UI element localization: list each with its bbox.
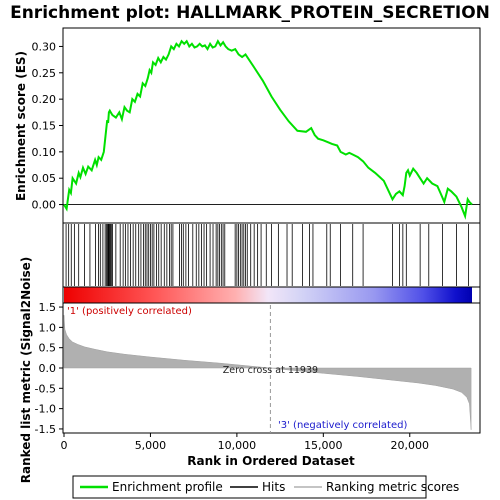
legend: Enrichment profile Hits Ranking metric s… xyxy=(72,475,459,499)
metric-ytick-label: -1.0 xyxy=(35,403,56,416)
metric-ytick-label: 0.0 xyxy=(39,362,57,375)
metric-ytick-label: 1.0 xyxy=(39,321,57,334)
zero-cross-label: Zero cross at 11939 xyxy=(223,365,318,376)
metric-panel: Zero cross at 11939 '1' (positively corr… xyxy=(19,257,481,484)
legend-label-hits: Hits xyxy=(262,480,285,494)
metric-xtick-label: 10,000 xyxy=(218,439,257,452)
es-ytick-label: 0.15 xyxy=(32,120,57,133)
positive-label: '1' (positively correlated) xyxy=(67,306,192,317)
metric-xtick-label: 5,000 xyxy=(135,439,167,452)
hits-panel xyxy=(62,222,481,288)
es-panel: 0.00 0.05 0.10 0.15 0.20 0.25 0.30 Enrichment … xyxy=(14,27,481,224)
es-ylabel: Enrichment score (ES) xyxy=(14,51,28,201)
es-ytick-label: 0.25 xyxy=(32,67,57,80)
metric-ylabel: Ranked list metric (Signal2Noise) xyxy=(19,257,33,484)
metric-ytick-label: -0.5 xyxy=(35,382,56,395)
legend-label-es: Enrichment profile xyxy=(112,480,223,494)
negative-label: '3' (negatively correlated) xyxy=(278,420,407,431)
es-panel-frame xyxy=(62,27,481,224)
es-ytick-label: 0.10 xyxy=(32,146,57,159)
metric-ytick-label: -1.5 xyxy=(35,423,56,436)
es-ytick-label: 0.00 xyxy=(32,199,57,212)
metric-xtick-label: 20,000 xyxy=(391,439,430,452)
metric-ytick-label: 0.5 xyxy=(39,342,57,355)
es-ytick-label: 0.30 xyxy=(32,40,57,53)
metric-ytick-label: 1.5 xyxy=(39,301,57,314)
metric-xlabel: Rank in Ordered Dataset xyxy=(187,454,355,468)
metric-xtick-label: 0 xyxy=(61,439,68,452)
rank-color-bar xyxy=(62,286,481,304)
rank-color-gradient xyxy=(64,287,472,303)
es-ytick-label: 0.05 xyxy=(32,172,57,185)
metric-area xyxy=(63,315,472,430)
es-ytick-label: 0.20 xyxy=(32,93,57,106)
legend-label-metric: Ranking metric scores xyxy=(326,480,459,494)
es-curve xyxy=(63,39,473,220)
metric-xtick-label: 15,000 xyxy=(304,439,343,452)
chart-title: Enrichment plot: HALLMARK_PROTEIN_SECRET… xyxy=(10,3,490,23)
